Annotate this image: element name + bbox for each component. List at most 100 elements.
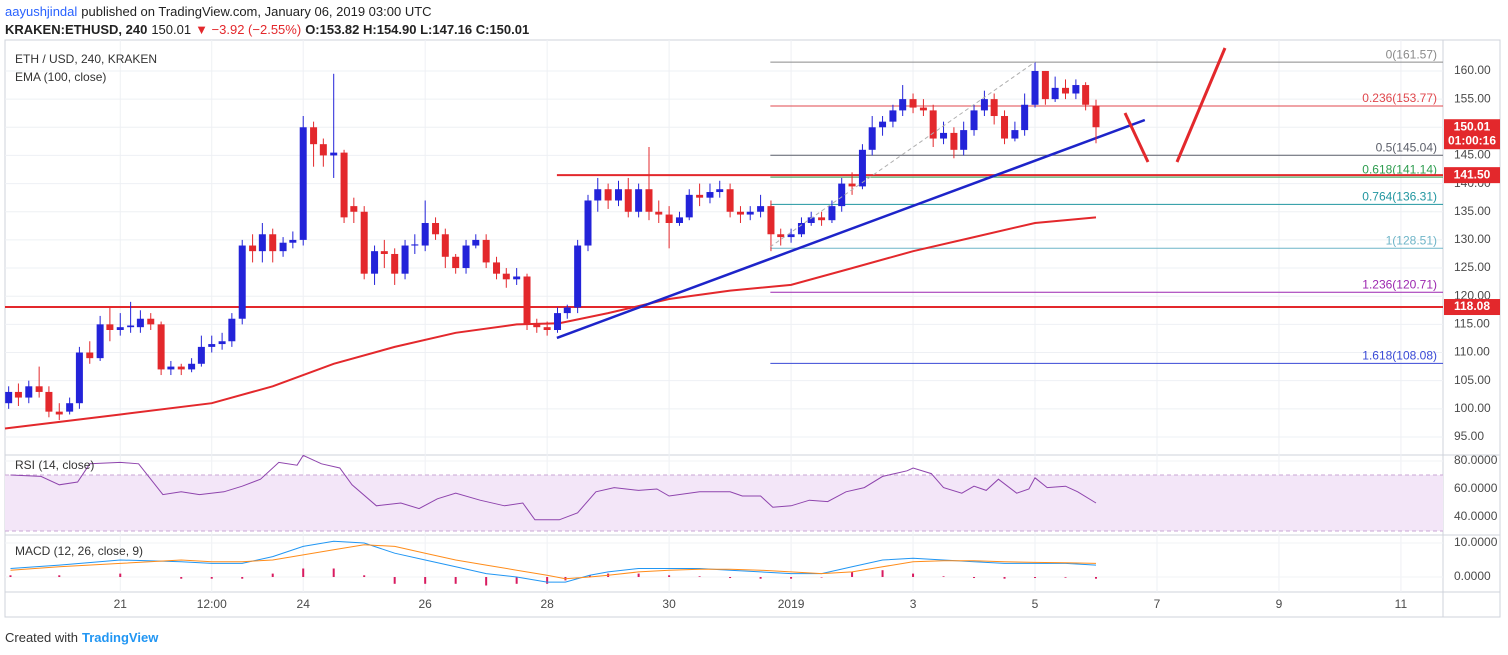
candle-body — [1001, 116, 1009, 139]
y-tick-label: 40.0000 — [1454, 509, 1498, 523]
candle-body — [493, 262, 501, 274]
candle-body — [1011, 130, 1019, 139]
candle-body — [432, 223, 440, 235]
candle-body — [14, 391, 22, 398]
candle-body — [787, 234, 795, 238]
price-badge — [1444, 167, 1500, 184]
y-tick-label: 135.00 — [1454, 204, 1491, 218]
candle-body — [75, 352, 83, 404]
candle-body — [1072, 85, 1080, 94]
fib-label: 1.618(108.08) — [1362, 349, 1437, 363]
candle-body — [635, 189, 643, 212]
y-tick-label: 60.0000 — [1454, 481, 1498, 495]
y-tick-label: 155.00 — [1454, 91, 1491, 105]
macd-histogram-bar — [698, 576, 701, 578]
candle-body — [675, 217, 683, 224]
macd-histogram-bar — [1034, 577, 1037, 579]
x-tick-label: 9 — [1276, 597, 1283, 611]
candle-body — [909, 99, 917, 108]
candle-body — [350, 206, 358, 212]
x-tick-label: 21 — [114, 597, 128, 611]
candle-body — [1092, 105, 1100, 128]
candle-body — [543, 327, 551, 330]
footer-brand[interactable]: TradingView — [81, 630, 159, 645]
macd-histogram-bar — [119, 573, 122, 578]
macd-histogram-bar — [820, 577, 823, 578]
x-tick-label: 5 — [1032, 597, 1039, 611]
candle-body — [66, 403, 74, 412]
candle-body — [106, 324, 114, 330]
candle-body — [665, 214, 673, 224]
candle-body — [838, 183, 846, 207]
macd-histogram-bar — [668, 575, 671, 578]
candle-body — [1051, 87, 1059, 100]
candle-body — [462, 245, 470, 269]
candle-body — [279, 242, 287, 252]
y-tick-label: 0.0000 — [1454, 569, 1491, 583]
macd-histogram-bar — [241, 577, 244, 579]
header-line-2: KRAKEN:ETHUSD, 240 150.01 ▼ −3.92 (−2.55%)… — [5, 22, 533, 37]
candle-body — [655, 211, 663, 215]
macd-histogram-bar — [759, 577, 762, 579]
price-badge-label: 150.01 — [1454, 119, 1491, 133]
candle-body — [818, 217, 826, 221]
y-tick-label: 10.0000 — [1454, 535, 1498, 549]
candle-body — [319, 144, 327, 156]
candle-body — [421, 223, 429, 246]
price-badge — [1444, 299, 1500, 316]
candle-body — [726, 189, 734, 212]
chart-frame — [4, 39, 1501, 618]
y-tick-label: 160.00 — [1454, 63, 1491, 77]
candle-body — [554, 313, 562, 330]
candle-body — [86, 352, 94, 359]
candle-body — [980, 99, 988, 111]
candle-body — [218, 341, 226, 345]
fib-label: 1(128.51) — [1386, 233, 1437, 247]
macd-histogram-bar — [637, 573, 640, 578]
macd-histogram-bar — [454, 577, 457, 584]
candle-body — [533, 324, 541, 328]
rsi-legend: RSI (14, close) — [15, 458, 94, 472]
x-tick-label: 7 — [1154, 597, 1161, 611]
y-tick-label: 110.00 — [1454, 345, 1490, 359]
macd-histogram-bar — [790, 577, 793, 579]
macd-histogram-bar — [180, 577, 183, 579]
candle-body — [807, 217, 815, 224]
forecast-arrow — [1175, 47, 1227, 163]
candle-body — [340, 152, 348, 218]
candle-body — [371, 251, 379, 274]
candle-body — [177, 366, 185, 370]
macd-histogram-bar — [588, 575, 591, 578]
fib-label: 0.618(141.14) — [1362, 162, 1437, 176]
candle-body — [391, 253, 399, 274]
header-line-1: aayushjindal published on TradingView.com… — [5, 4, 436, 19]
candle-body — [249, 245, 257, 252]
macd-histogram-bar — [546, 577, 549, 584]
candle-body — [614, 189, 622, 201]
macd-legend: MACD (12, 26, close, 9) — [15, 544, 143, 558]
candle-body — [228, 318, 236, 342]
candle-body — [858, 149, 866, 187]
macd-histogram-bar — [1064, 577, 1067, 578]
candle-body — [147, 318, 155, 325]
candle-body — [45, 391, 53, 412]
candle-body — [706, 192, 714, 198]
candle-body — [441, 234, 449, 257]
fib-label: 1.236(120.71) — [1362, 277, 1437, 291]
x-tick-label: 30 — [662, 597, 676, 611]
candle-body — [330, 152, 338, 156]
candle-body — [929, 110, 937, 139]
candle-body — [482, 239, 490, 263]
author[interactable]: aayushjindal — [5, 4, 78, 19]
macd-histogram-bar — [912, 573, 915, 578]
candle-body — [919, 107, 927, 111]
candle-body — [269, 234, 277, 252]
x-tick-label: 11 — [1395, 597, 1408, 611]
x-tick-label: 12:00 — [197, 597, 227, 611]
macd-histogram-bar — [424, 577, 427, 584]
x-tick-label: 3 — [910, 597, 917, 611]
candle-body — [96, 324, 104, 359]
candle-body — [950, 132, 958, 150]
candle-body — [594, 189, 602, 201]
